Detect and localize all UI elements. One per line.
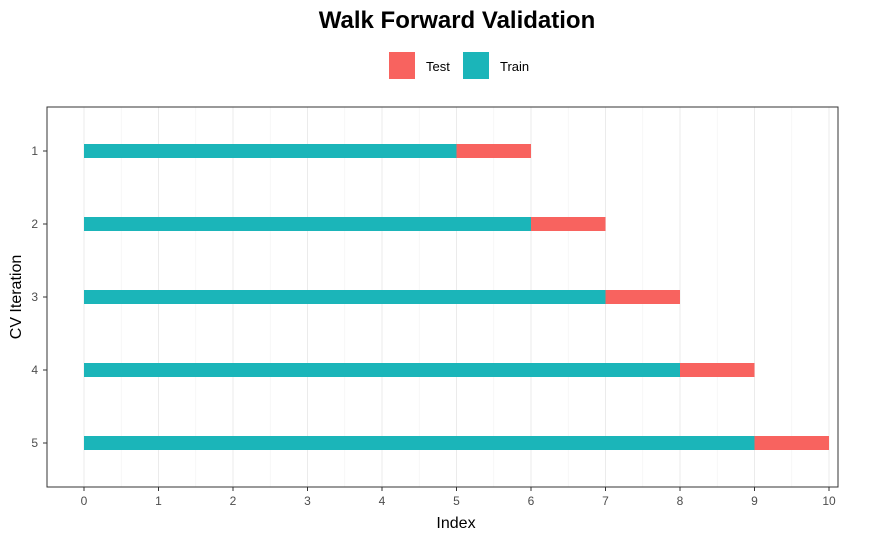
y-axis-title: CV Iteration	[8, 255, 25, 339]
bar-test-iteration-5	[754, 436, 829, 450]
bar-test-iteration-3	[605, 290, 680, 304]
y-tick-label: 1	[31, 144, 38, 158]
x-tick-label: 5	[453, 494, 460, 508]
chart-title: Walk Forward Validation	[319, 7, 596, 34]
bar-train-iteration-3	[84, 290, 606, 304]
bar-train-iteration-5	[84, 436, 755, 450]
y-tick-label: 4	[31, 363, 38, 377]
x-axis-title: Index	[436, 515, 475, 532]
legend: Test Train	[389, 52, 529, 79]
bars	[84, 144, 829, 450]
legend-label-test: Test	[426, 59, 450, 74]
x-tick-label: 6	[528, 494, 535, 508]
bar-train-iteration-4	[84, 363, 680, 377]
y-tick-label: 2	[31, 217, 38, 231]
x-tick-label: 7	[602, 494, 609, 508]
legend-key-train	[463, 52, 489, 79]
bar-test-iteration-1	[456, 144, 531, 158]
bar-train-iteration-2	[84, 217, 531, 231]
x-tick-label: 2	[230, 494, 237, 508]
x-tick-label: 3	[304, 494, 311, 508]
x-axis-ticks: 0 1 2 3 4 5 6 7 8 9 10	[81, 487, 836, 508]
legend-label-train: Train	[500, 59, 529, 74]
legend-key-test	[389, 52, 415, 79]
x-tick-label: 9	[751, 494, 758, 508]
y-axis-ticks: 1 2 3 4 5	[31, 144, 47, 450]
x-tick-label: 8	[677, 494, 684, 508]
bar-test-iteration-2	[531, 217, 606, 231]
y-tick-label: 5	[31, 436, 38, 450]
x-tick-label: 0	[81, 494, 88, 508]
bar-test-iteration-4	[680, 363, 755, 377]
x-tick-label: 10	[822, 494, 836, 508]
x-tick-label: 4	[379, 494, 386, 508]
bar-train-iteration-1	[84, 144, 457, 158]
y-tick-label: 3	[31, 290, 38, 304]
x-tick-label: 1	[155, 494, 162, 508]
